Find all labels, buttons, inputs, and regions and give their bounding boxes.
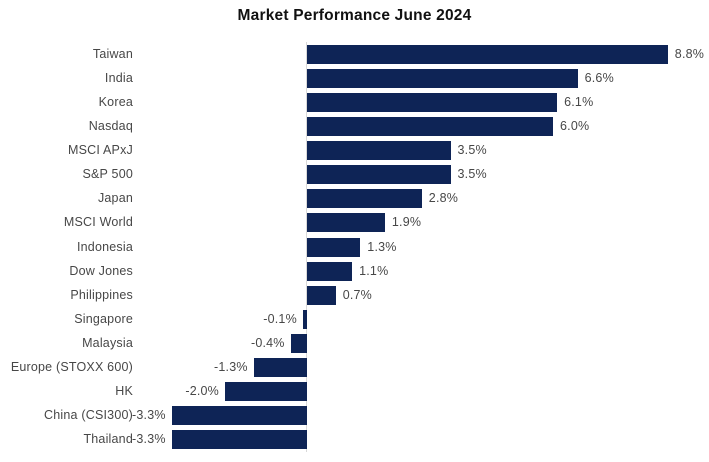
chart-row: Europe (STOXX 600) -1.3% (0, 356, 709, 380)
value-label: 6.0% (560, 118, 590, 133)
value-label: -0.4% (250, 335, 285, 350)
value-label: 0.7% (342, 287, 372, 302)
bar-philippines (307, 285, 336, 305)
category-label: China (CSI300) (44, 408, 133, 423)
category-label: Singapore (74, 311, 133, 326)
chart-row: Japan 2.8% (0, 187, 709, 211)
value-label: 3.5% (457, 143, 487, 158)
category-label: Europe (STOXX 600) (10, 360, 133, 375)
value-label: 1.1% (359, 263, 389, 278)
category-label: Korea (98, 94, 133, 109)
chart-row: Philippines 0.7% (0, 283, 709, 307)
chart-row: India 6.6% (0, 66, 709, 90)
category-label: Nasdaq (88, 118, 133, 133)
bar-taiwan (307, 44, 668, 64)
bar-nasdaq (307, 116, 553, 136)
chart-row: Korea 6.1% (0, 90, 709, 114)
chart-row: Dow Jones 1.1% (0, 259, 709, 283)
chart-row: S&P 500 3.5% (0, 163, 709, 187)
zero-axis-line (306, 42, 307, 452)
value-label: -1.3% (214, 360, 248, 375)
category-label: Thailand (83, 432, 133, 447)
value-label: 8.8% (674, 46, 705, 61)
chart-row: Nasdaq 6.0% (0, 114, 709, 138)
bar-s-p-500 (307, 165, 451, 185)
chart-row: MSCI APxJ 3.5% (0, 138, 709, 162)
bar-china-csi300- (171, 406, 307, 426)
category-label: S&P 500 (82, 167, 133, 182)
category-label: Malaysia (82, 335, 133, 350)
chart-row: Thailand -3.3% (0, 428, 709, 452)
chart-title: Market Performance June 2024 (237, 7, 472, 24)
category-label: MSCI World (63, 215, 133, 230)
bar-dow-jones (307, 261, 353, 281)
category-label: Dow Jones (69, 263, 133, 278)
value-label: -3.3% (132, 432, 166, 447)
bar-europe-stoxx-600- (253, 358, 307, 378)
value-label: 6.6% (584, 70, 614, 85)
bar-japan (307, 189, 422, 209)
bar-thailand (171, 430, 307, 450)
value-label: 1.9% (391, 215, 422, 230)
category-label: HK (115, 384, 133, 399)
bar-msci-apxj (307, 141, 451, 161)
category-label: Taiwan (92, 46, 133, 61)
bar-hk (225, 382, 307, 402)
chart-row: China (CSI300) -3.3% (0, 404, 709, 428)
category-label: India (104, 70, 133, 85)
value-label: 2.8% (428, 191, 459, 206)
chart-row: Taiwan 8.8% (0, 42, 709, 66)
chart-row: Singapore -0.1% (0, 307, 709, 331)
category-label: Indonesia (76, 239, 133, 254)
value-label: 6.1% (564, 94, 594, 109)
value-label: -2.0% (185, 384, 219, 399)
chart-row: Malaysia -0.4% (0, 331, 709, 355)
category-label: MSCI APxJ (67, 143, 133, 158)
chart-row: HK -2.0% (0, 380, 709, 404)
value-label: -3.3% (132, 408, 166, 423)
value-label: 3.5% (457, 167, 487, 182)
chart-row: Indonesia 1.3% (0, 235, 709, 259)
bar-singapore (302, 309, 307, 329)
category-label: Philippines (70, 287, 133, 302)
chart-row: MSCI World 1.9% (0, 211, 709, 235)
bar-india (307, 68, 578, 88)
value-label: -0.1% (263, 311, 297, 326)
category-label: Japan (97, 191, 133, 206)
bar-korea (307, 92, 558, 112)
bar-malaysia (290, 333, 307, 353)
bar-msci-world (307, 213, 385, 233)
value-label: 1.3% (367, 239, 397, 254)
bar-indonesia (307, 237, 361, 257)
